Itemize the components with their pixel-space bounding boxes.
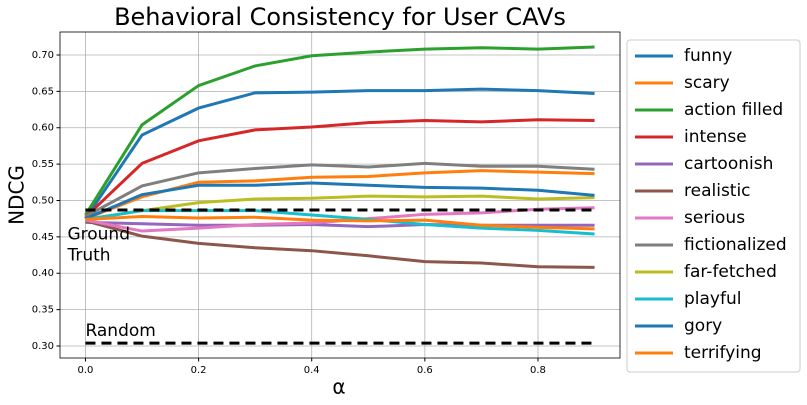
legend-label: funny xyxy=(684,46,732,66)
series-line xyxy=(84,161,595,218)
y-tick-label: 0.45 xyxy=(32,232,54,243)
y-tick-label: 0.65 xyxy=(32,86,54,97)
y-axis-label: NDCG xyxy=(5,165,29,225)
legend-box xyxy=(626,39,801,373)
legend-label: fictionalized xyxy=(684,235,787,255)
series-line xyxy=(84,45,595,216)
reference-label: Ground xyxy=(67,224,130,244)
y-tick-label: 0.60 xyxy=(32,123,54,134)
legend-label: intense xyxy=(684,127,747,147)
series-line xyxy=(84,181,595,221)
series-line xyxy=(84,87,595,220)
legend-label: realistic xyxy=(684,181,751,201)
legend-label: cartoonish xyxy=(684,154,773,174)
y-tick-label: 0.40 xyxy=(32,268,54,279)
series-line xyxy=(85,219,595,269)
legend-label: serious xyxy=(684,208,745,228)
series-line xyxy=(85,194,595,221)
x-tick-label: 0.0 xyxy=(78,365,94,376)
x-axis-label: α xyxy=(332,375,345,399)
reference-label: Truth xyxy=(66,245,110,265)
series-line xyxy=(85,214,595,231)
y-tick-label: 0.35 xyxy=(32,305,54,316)
chart-title: Behavioral Consistency for User CAVs xyxy=(114,3,566,31)
legend-label: scary xyxy=(684,73,730,93)
legend-label: playful xyxy=(684,289,741,309)
y-tick-label: 0.30 xyxy=(32,341,54,352)
x-tick-label: 0.8 xyxy=(530,365,546,376)
reference-label: Random xyxy=(85,321,155,341)
x-tick-label: 0.6 xyxy=(417,365,433,376)
legend-label: terrifying xyxy=(684,343,762,363)
plot-frame xyxy=(59,31,621,359)
legend-label: action filled xyxy=(684,100,783,120)
x-tick-label: 0.2 xyxy=(191,365,207,376)
y-tick-label: 0.70 xyxy=(32,50,54,61)
x-tick-label: 0.4 xyxy=(304,365,320,376)
y-tick-label: 0.55 xyxy=(32,159,54,170)
y-tick-label: 0.50 xyxy=(32,195,54,206)
legend-label: gory xyxy=(684,316,722,336)
series-line xyxy=(84,118,595,219)
legend-label: far-fetched xyxy=(684,262,777,282)
